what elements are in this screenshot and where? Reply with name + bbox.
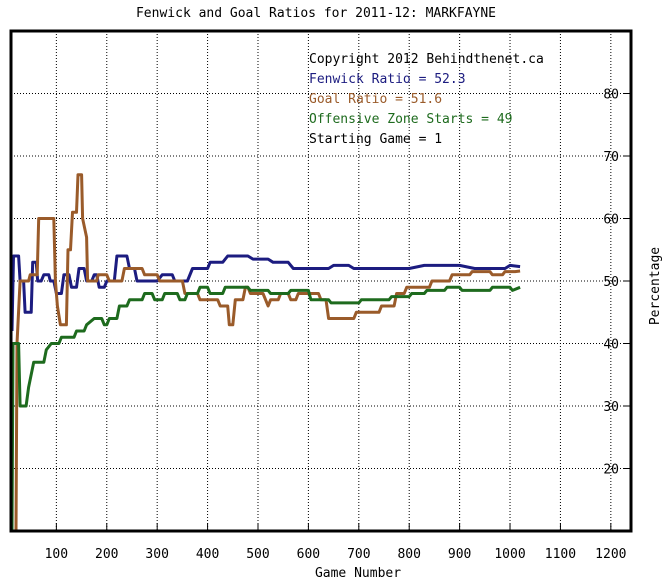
annotation-text: Goal Ratio = 51.6: [309, 92, 442, 107]
x-tick-label: 800: [397, 547, 420, 562]
annotation-text: Starting Game = 1: [309, 132, 442, 147]
y-axis-label: Percentage: [648, 247, 663, 325]
y-tick-label: 50: [603, 275, 619, 290]
y-tick-label: 60: [603, 213, 619, 228]
chart-title: Fenwick and Goal Ratios for 2011-12: MAR…: [136, 6, 496, 21]
x-axis-label: Game Number: [315, 566, 401, 580]
y-tick-label: 30: [603, 400, 619, 415]
x-tick-label: 600: [297, 547, 320, 562]
x-tick-label: 500: [246, 547, 269, 562]
series-line-ozone: [11, 285, 521, 531]
plot-frame: [9, 29, 633, 533]
series-line-fenwick: [11, 254, 521, 332]
axis-ticks: 100 200 300 400 500 600 700 800 900 1000 1100 1200 2…: [45, 88, 631, 562]
series-lines: [11, 173, 521, 531]
annotation-text: Offensive Zone Starts = 49: [309, 112, 513, 127]
x-tick-label: 200: [95, 547, 118, 562]
x-tick-label: 400: [196, 547, 219, 562]
y-tick-label: 70: [603, 150, 619, 165]
x-tick-label: 1000: [494, 547, 525, 562]
x-tick-label: 100: [45, 547, 68, 562]
y-tick-label: 20: [603, 463, 619, 478]
x-tick-label: 900: [448, 547, 471, 562]
x-tick-label: 300: [145, 547, 168, 562]
annotations: Copyright 2012 Behindthenet.ca Fenwick Ra…: [309, 52, 544, 147]
y-tick-label: 80: [603, 88, 619, 103]
series-line-goal: [14, 173, 521, 531]
x-tick-label: 1200: [595, 547, 626, 562]
annotation-text: Fenwick Ratio = 52.3: [309, 72, 466, 87]
y-tick-label: 40: [603, 338, 619, 353]
annotation-text: Copyright 2012 Behindthenet.ca: [309, 52, 544, 67]
x-tick-label: 700: [347, 547, 370, 562]
x-tick-label: 1100: [545, 547, 576, 562]
